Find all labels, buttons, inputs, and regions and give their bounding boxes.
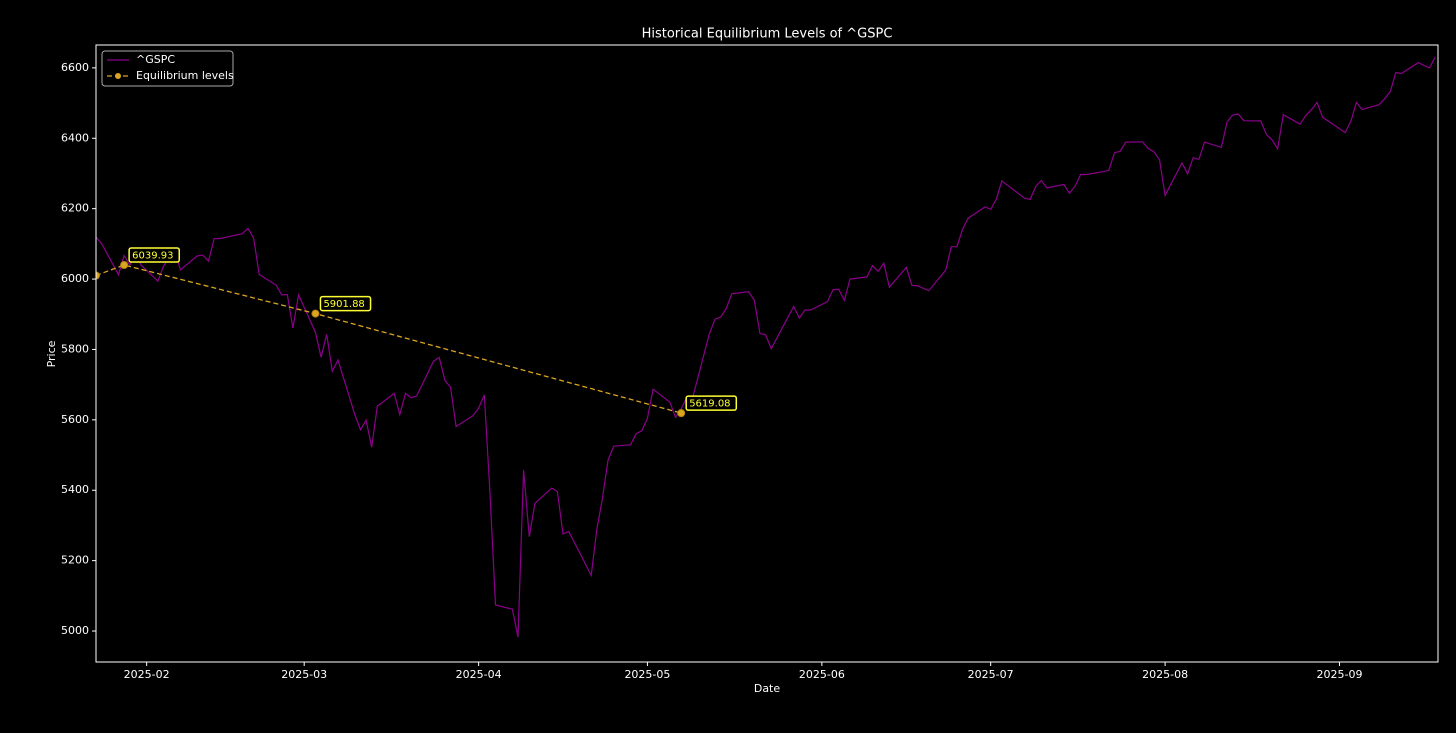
y-tick-label: 5600	[61, 413, 89, 426]
legend-marker	[115, 73, 121, 79]
plot-frame	[95, 44, 1439, 663]
y-tick-label: 6200	[61, 202, 89, 215]
y-tick-label: 5400	[61, 483, 89, 496]
y-tick-label: 6000	[61, 272, 89, 285]
y-tick-label: 6600	[61, 61, 89, 74]
x-tick-label: 2025-02	[124, 668, 170, 681]
x-tick-label: 2025-03	[281, 668, 327, 681]
y-tick-label: 5000	[61, 624, 89, 637]
x-tick-label: 2025-08	[1142, 668, 1188, 681]
equilibrium-point	[120, 261, 129, 270]
value-label: 5901.88	[323, 299, 364, 310]
value-label: 6039.93	[132, 251, 173, 262]
legend-label: Equilibrium levels	[136, 69, 234, 82]
label-box	[685, 395, 738, 411]
series-line	[96, 56, 1436, 638]
x-tick-label: 2025-07	[968, 668, 1014, 681]
chart-title: Historical Equilibrium Levels of ^GSPC	[642, 27, 893, 42]
y-tick-label: 5200	[61, 554, 89, 567]
y-tick-label: 6400	[61, 131, 89, 144]
legend-label: ^GSPC	[136, 53, 175, 66]
equilibrium-point	[677, 409, 686, 418]
equilibrium-point	[311, 309, 320, 318]
plot-area	[96, 56, 1436, 638]
y-tick-label: 5800	[61, 342, 89, 355]
label-box	[319, 295, 372, 312]
y-axis-label: Price	[45, 340, 58, 367]
legend-box	[101, 50, 234, 87]
x-tick-label: 2025-06	[799, 668, 845, 681]
x-tick-label: 2025-04	[456, 668, 502, 681]
x-axis-label: Date	[754, 682, 781, 695]
label-box	[128, 247, 180, 263]
x-tick-label: 2025-09	[1317, 668, 1363, 681]
value-label: 5619.08	[689, 399, 730, 410]
series-line	[96, 264, 682, 414]
x-tick-label: 2025-05	[624, 668, 670, 681]
equilibrium-point	[96, 271, 100, 280]
